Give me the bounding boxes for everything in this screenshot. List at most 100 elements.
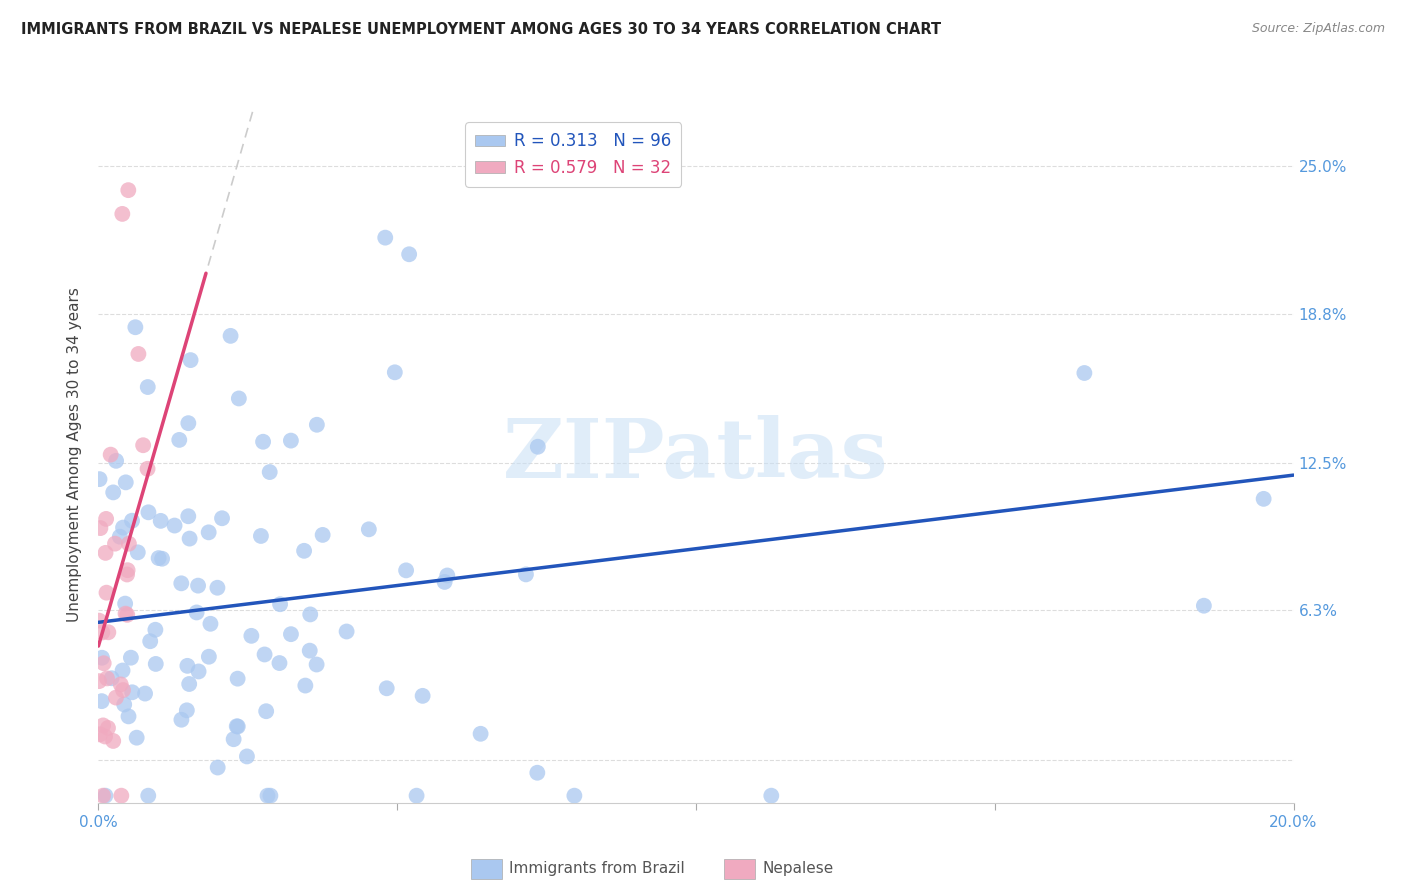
Point <box>149 514 172 528</box>
Point <box>305 657 328 672</box>
Point <box>197 525 219 540</box>
Point <box>179 532 201 546</box>
Text: IMMIGRANTS FROM BRAZIL VS NEPALESE UNEMPLOYMENT AMONG AGES 30 TO 34 YEARS CORREL: IMMIGRANTS FROM BRAZIL VS NEPALESE UNEMP… <box>21 22 941 37</box>
Point <box>136 789 159 803</box>
Point <box>305 417 328 432</box>
Point <box>252 434 274 449</box>
Point <box>93 657 115 671</box>
Point <box>236 749 259 764</box>
Point <box>211 511 233 525</box>
Point <box>105 690 128 705</box>
Point <box>115 567 138 582</box>
Point <box>134 687 156 701</box>
Point <box>114 597 136 611</box>
Point <box>254 704 277 718</box>
Point <box>299 607 322 622</box>
Point <box>526 765 548 780</box>
Point <box>148 551 170 566</box>
Text: ZIPatlas: ZIPatlas <box>503 415 889 495</box>
Point <box>1192 599 1215 613</box>
Point <box>398 247 420 261</box>
Point <box>110 677 132 691</box>
Point <box>91 625 114 640</box>
Point <box>105 454 128 468</box>
Legend: R = 0.313   N = 96, R = 0.579   N = 32: R = 0.313 N = 96, R = 0.579 N = 32 <box>465 122 681 186</box>
Point <box>176 658 198 673</box>
Point <box>97 625 120 640</box>
Point <box>97 721 120 735</box>
Point <box>225 719 247 733</box>
Point <box>94 789 117 803</box>
Point <box>170 576 193 591</box>
Point <box>207 581 229 595</box>
Point <box>1253 491 1275 506</box>
Point <box>89 727 111 741</box>
Point <box>311 528 333 542</box>
Point <box>269 597 291 611</box>
Point <box>112 698 135 712</box>
Point <box>179 677 201 691</box>
Point <box>91 718 114 732</box>
Point <box>94 730 117 744</box>
Point <box>87 614 110 628</box>
Point <box>118 537 141 551</box>
Point <box>100 671 122 685</box>
Point <box>259 465 281 479</box>
Point <box>280 434 302 448</box>
Point <box>177 416 200 430</box>
Point <box>103 485 125 500</box>
Point <box>145 657 167 671</box>
Point <box>226 672 249 686</box>
Point <box>527 440 550 454</box>
Point <box>336 624 359 639</box>
Point <box>138 505 160 519</box>
Point <box>104 536 127 550</box>
Point <box>515 567 537 582</box>
Point <box>187 665 209 679</box>
Point <box>100 448 122 462</box>
Point <box>564 789 586 803</box>
Point <box>117 607 139 622</box>
Point <box>256 789 278 803</box>
Point <box>176 703 198 717</box>
Point <box>357 522 380 536</box>
Point <box>169 433 191 447</box>
Point <box>145 623 167 637</box>
Point <box>96 585 118 599</box>
Point <box>117 709 139 723</box>
Point <box>207 760 229 774</box>
Point <box>89 521 111 535</box>
Point <box>127 347 149 361</box>
Point <box>259 789 281 803</box>
Point <box>198 649 221 664</box>
Point <box>150 551 173 566</box>
Point <box>436 568 458 582</box>
Point <box>89 472 111 486</box>
Point <box>121 514 143 528</box>
Point <box>433 574 456 589</box>
Point <box>96 672 118 686</box>
Point <box>94 512 117 526</box>
Point <box>405 789 427 803</box>
Point <box>124 320 146 334</box>
Point <box>228 392 250 406</box>
Point <box>108 530 131 544</box>
Point <box>136 380 159 394</box>
Point <box>139 634 162 648</box>
Point <box>112 683 135 698</box>
Point <box>761 789 783 803</box>
Point <box>177 509 200 524</box>
Point <box>91 789 114 803</box>
Point <box>222 732 245 747</box>
Point <box>375 681 398 696</box>
Point <box>114 607 136 621</box>
Point <box>125 731 148 745</box>
Point <box>114 475 136 490</box>
Point <box>111 664 134 678</box>
Text: Nepalese: Nepalese <box>762 862 834 876</box>
Point <box>120 650 142 665</box>
Point <box>200 616 222 631</box>
Text: Source: ZipAtlas.com: Source: ZipAtlas.com <box>1251 22 1385 36</box>
Point <box>250 529 273 543</box>
Point <box>294 679 316 693</box>
